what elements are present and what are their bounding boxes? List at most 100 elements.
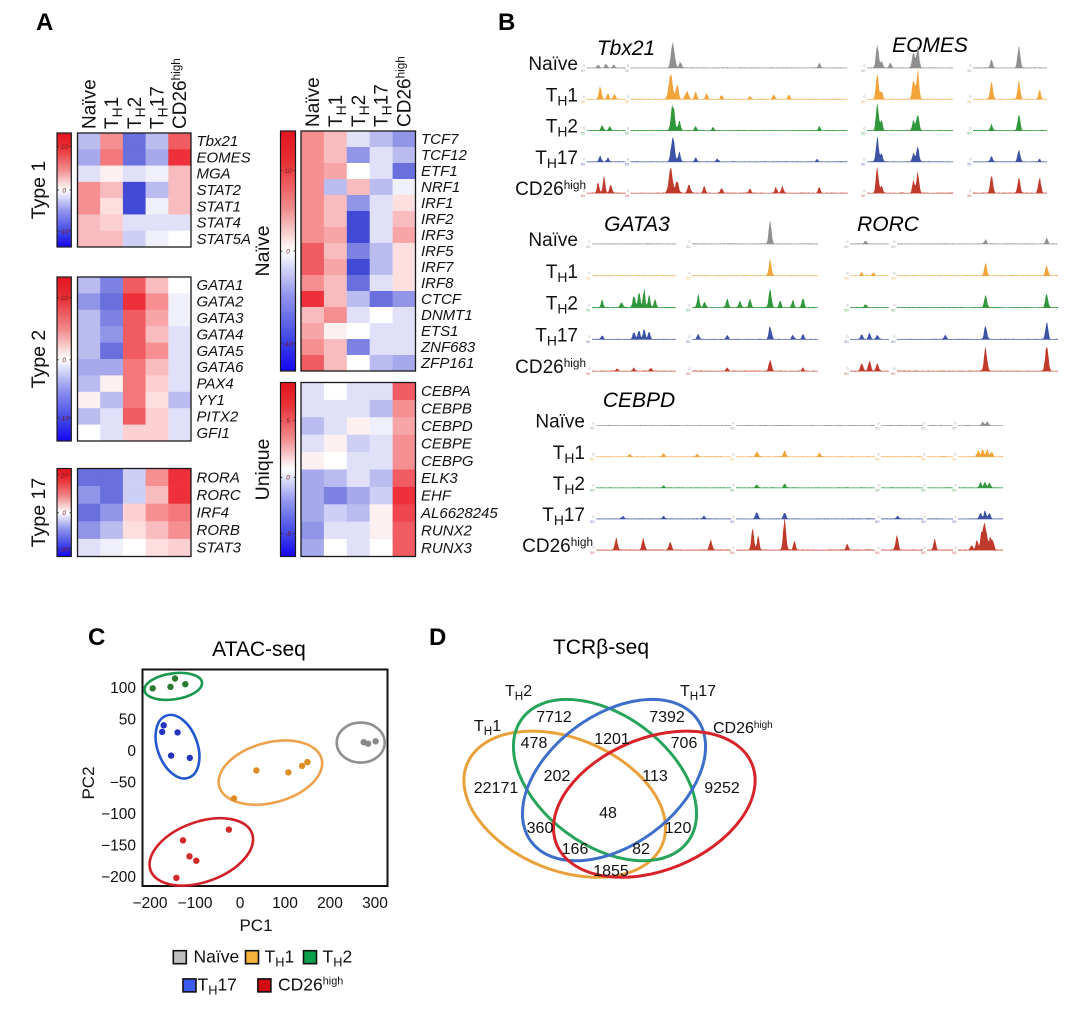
svg-text:0: 0 bbox=[688, 240, 690, 244]
svg-text:IRF7: IRF7 bbox=[421, 259, 454, 276]
svg-text:0: 0 bbox=[954, 422, 956, 426]
svg-text:Naïve: Naïve bbox=[79, 79, 100, 129]
svg-text:0: 0 bbox=[588, 367, 590, 371]
svg-text:C: C bbox=[88, 624, 105, 651]
svg-text:0: 0 bbox=[954, 453, 956, 457]
svg-text:Naïve: Naïve bbox=[252, 226, 274, 277]
svg-text:−100: −100 bbox=[101, 806, 136, 823]
svg-text:0: 0 bbox=[732, 453, 734, 457]
svg-text:0: 0 bbox=[286, 248, 290, 255]
svg-text:YY1: YY1 bbox=[197, 392, 225, 409]
svg-text:−200: −200 bbox=[133, 895, 168, 912]
svg-text:ETF1: ETF1 bbox=[421, 163, 458, 180]
svg-text:TH2: TH2 bbox=[323, 947, 353, 970]
svg-text:50: 50 bbox=[875, 551, 879, 555]
svg-text:82: 82 bbox=[632, 841, 650, 858]
svg-text:9252: 9252 bbox=[704, 780, 740, 797]
svg-text:B: B bbox=[498, 9, 515, 36]
svg-text:0: 0 bbox=[877, 453, 879, 457]
svg-text:IRF3: IRF3 bbox=[421, 227, 454, 244]
svg-text:50: 50 bbox=[581, 69, 585, 73]
svg-text:50: 50 bbox=[119, 712, 137, 729]
svg-text:GATA2: GATA2 bbox=[197, 294, 245, 311]
svg-text:IRF4: IRF4 bbox=[197, 505, 230, 522]
svg-text:RORC: RORC bbox=[857, 213, 920, 236]
svg-text:50: 50 bbox=[952, 520, 956, 524]
svg-text:0: 0 bbox=[627, 189, 629, 193]
svg-text:PC1: PC1 bbox=[239, 916, 272, 935]
svg-text:CEBPD: CEBPD bbox=[421, 418, 473, 435]
svg-text:Naïve: Naïve bbox=[528, 54, 578, 75]
svg-text:50: 50 bbox=[581, 100, 585, 104]
svg-text:10: 10 bbox=[61, 144, 69, 151]
svg-text:50: 50 bbox=[586, 308, 590, 312]
svg-text:0: 0 bbox=[688, 335, 690, 339]
svg-text:−50: −50 bbox=[110, 775, 137, 792]
svg-text:TH1: TH1 bbox=[474, 718, 501, 738]
svg-text:-10: -10 bbox=[283, 341, 293, 348]
svg-text:0: 0 bbox=[846, 272, 848, 276]
svg-text:50: 50 bbox=[625, 194, 629, 198]
svg-text:50: 50 bbox=[891, 245, 895, 249]
svg-text:STAT2: STAT2 bbox=[197, 182, 242, 199]
svg-text:50: 50 bbox=[875, 520, 879, 524]
svg-text:A: A bbox=[36, 9, 53, 36]
svg-text:TH1: TH1 bbox=[546, 262, 578, 285]
svg-text:ELK3: ELK3 bbox=[421, 470, 458, 487]
svg-text:50: 50 bbox=[967, 131, 971, 135]
svg-text:120: 120 bbox=[665, 820, 692, 837]
svg-text:50: 50 bbox=[625, 131, 629, 135]
svg-text:50: 50 bbox=[952, 551, 956, 555]
svg-text:50: 50 bbox=[861, 100, 865, 104]
svg-text:TH2: TH2 bbox=[546, 117, 578, 140]
svg-text:50: 50 bbox=[686, 308, 690, 312]
svg-text:0: 0 bbox=[583, 158, 585, 162]
svg-text:GATA1: GATA1 bbox=[197, 277, 244, 294]
svg-text:−150: −150 bbox=[101, 838, 136, 855]
svg-text:0: 0 bbox=[923, 546, 925, 550]
svg-text:0: 0 bbox=[863, 95, 865, 99]
svg-text:20: 20 bbox=[60, 473, 69, 480]
svg-text:50: 50 bbox=[921, 427, 925, 431]
svg-text:0: 0 bbox=[863, 158, 865, 162]
svg-text:50: 50 bbox=[891, 308, 895, 312]
svg-text:0: 0 bbox=[588, 272, 590, 276]
svg-text:STAT5A: STAT5A bbox=[197, 231, 251, 248]
svg-text:RORC: RORC bbox=[197, 487, 241, 504]
svg-text:0: 0 bbox=[969, 158, 971, 162]
svg-text:0: 0 bbox=[969, 95, 971, 99]
svg-text:−100: −100 bbox=[178, 895, 213, 912]
svg-text:GATA3: GATA3 bbox=[604, 213, 670, 236]
svg-text:0: 0 bbox=[688, 272, 690, 276]
svg-text:50: 50 bbox=[730, 458, 734, 462]
svg-text:0: 0 bbox=[877, 484, 879, 488]
svg-text:113: 113 bbox=[642, 768, 668, 785]
svg-text:1201: 1201 bbox=[594, 731, 630, 748]
svg-text:1855: 1855 bbox=[593, 863, 629, 880]
svg-text:TH1: TH1 bbox=[546, 85, 578, 108]
svg-text:0: 0 bbox=[923, 484, 925, 488]
svg-text:Naïve: Naïve bbox=[194, 947, 240, 967]
svg-text:0: 0 bbox=[592, 484, 594, 488]
svg-text:Naïve: Naïve bbox=[528, 230, 578, 251]
svg-text:706: 706 bbox=[671, 735, 698, 752]
svg-text:200: 200 bbox=[317, 895, 343, 912]
svg-text:STAT3: STAT3 bbox=[197, 540, 242, 557]
svg-text:0: 0 bbox=[969, 126, 971, 130]
svg-text:0: 0 bbox=[592, 453, 594, 457]
svg-text:AL6628245: AL6628245 bbox=[420, 505, 498, 522]
svg-text:360: 360 bbox=[527, 820, 554, 837]
svg-text:0: 0 bbox=[954, 546, 956, 550]
svg-text:0: 0 bbox=[592, 422, 594, 426]
svg-text:TH2: TH2 bbox=[505, 683, 532, 703]
svg-text:48: 48 bbox=[599, 805, 617, 822]
svg-text:100: 100 bbox=[272, 895, 298, 912]
svg-text:0: 0 bbox=[877, 546, 879, 550]
svg-text:10: 10 bbox=[284, 168, 292, 175]
svg-text:0: 0 bbox=[627, 126, 629, 130]
svg-text:TH2: TH2 bbox=[553, 474, 585, 497]
svg-text:0: 0 bbox=[954, 515, 956, 519]
svg-text:EOMES: EOMES bbox=[892, 34, 968, 57]
svg-text:50: 50 bbox=[844, 308, 848, 312]
svg-text:0: 0 bbox=[846, 367, 848, 371]
